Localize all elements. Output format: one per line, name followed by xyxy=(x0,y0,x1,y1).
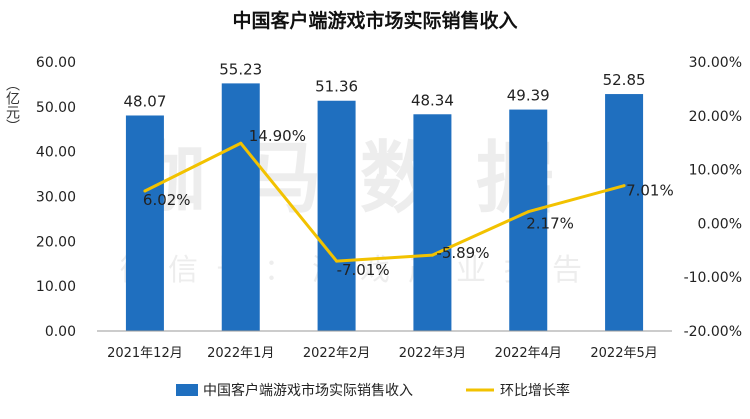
legend-bar-label: 中国客户端游戏市场实际销售收入 xyxy=(203,382,413,399)
bar xyxy=(317,100,356,332)
right-axis-tick-label: 0.00% xyxy=(698,216,742,232)
right-axis-tick-label: 30.00% xyxy=(689,55,742,71)
left-axis-tick-label: 40.00 xyxy=(36,145,76,161)
growth-rate-point xyxy=(335,259,339,263)
legend-bar-swatch xyxy=(176,384,198,396)
y-left-axis-label: （亿元） xyxy=(4,77,20,133)
bar xyxy=(413,114,452,331)
left-axis-tick-label: 10.00 xyxy=(36,279,76,295)
growth-rate-point xyxy=(143,189,147,193)
growth-rate-point xyxy=(526,210,530,214)
x-axis-tick-label: 2022年2月 xyxy=(303,346,370,361)
bar-value-labels: 48.07 55.23 51.36 48.34 49.39 52.85 xyxy=(123,60,645,110)
x-axis-ticks: 2021年12月 2022年1月 2022年2月 2022年3月 2022年4月 2022… xyxy=(107,346,658,361)
right-axis-tick-label: 10.00% xyxy=(689,163,742,179)
growth-rate-label: 6.02% xyxy=(143,191,191,209)
left-axis-tick-label: 60.00 xyxy=(36,55,76,71)
growth-rate-label: 7.01% xyxy=(626,182,674,200)
bar xyxy=(125,115,164,331)
growth-rate-point xyxy=(239,141,243,145)
right-axis-tick-label: -10.00% xyxy=(684,270,742,286)
right-axis-tick-label: -20.00% xyxy=(684,324,742,340)
bar-value-label: 48.34 xyxy=(411,91,454,109)
x-axis-tick-label: 2022年4月 xyxy=(495,346,562,361)
bar xyxy=(605,94,644,331)
x-axis-tick-label: 2022年3月 xyxy=(399,346,466,361)
line-series xyxy=(143,141,626,263)
left-axis-tick-label: 30.00 xyxy=(36,190,76,206)
bar-value-label: 55.23 xyxy=(219,60,262,78)
chart-title: 中国客户端游戏市场实际销售收入 xyxy=(232,9,517,32)
left-axis-tick-label: 0.00 xyxy=(45,324,76,340)
line-value-labels: 6.02% 14.90% -7.01% -5.89% 2.17% 7.01% xyxy=(143,127,674,279)
bar-value-label: 48.07 xyxy=(123,92,166,110)
legend-line-label: 环比增长率 xyxy=(500,382,570,399)
growth-rate-point xyxy=(622,184,626,188)
x-axis-tick-label: 2021年12月 xyxy=(107,346,183,361)
bar-value-label: 49.39 xyxy=(507,87,550,105)
bar xyxy=(221,83,260,331)
x-axis-tick-label: 2022年5月 xyxy=(590,346,657,361)
bar-value-label: 52.85 xyxy=(603,71,646,89)
growth-rate-label: -7.01% xyxy=(337,261,390,279)
right-axis-ticks: -20.00% -10.00% 0.00% 10.00% 20.00% 30.00% xyxy=(684,55,742,340)
growth-rate-line xyxy=(144,141,625,263)
growth-rate-point xyxy=(430,253,434,257)
growth-rate-label: -5.89% xyxy=(436,244,489,262)
legend: 中国客户端游戏市场实际销售收入 环比增长率 xyxy=(176,382,570,399)
left-axis-ticks: 0.00 10.00 20.00 30.00 40.00 50.00 60.00 xyxy=(36,55,76,340)
growth-rate-label: 14.90% xyxy=(249,127,306,145)
x-axis-tick-label: 2022年1月 xyxy=(207,346,274,361)
bar-series xyxy=(125,83,644,332)
left-axis-tick-label: 50.00 xyxy=(36,100,76,116)
bar-value-label: 51.36 xyxy=(315,78,358,96)
left-axis-tick-label: 20.00 xyxy=(36,234,76,250)
growth-rate-label: 2.17% xyxy=(526,215,574,233)
bar xyxy=(509,109,548,331)
right-axis-tick-label: 20.00% xyxy=(689,109,742,125)
